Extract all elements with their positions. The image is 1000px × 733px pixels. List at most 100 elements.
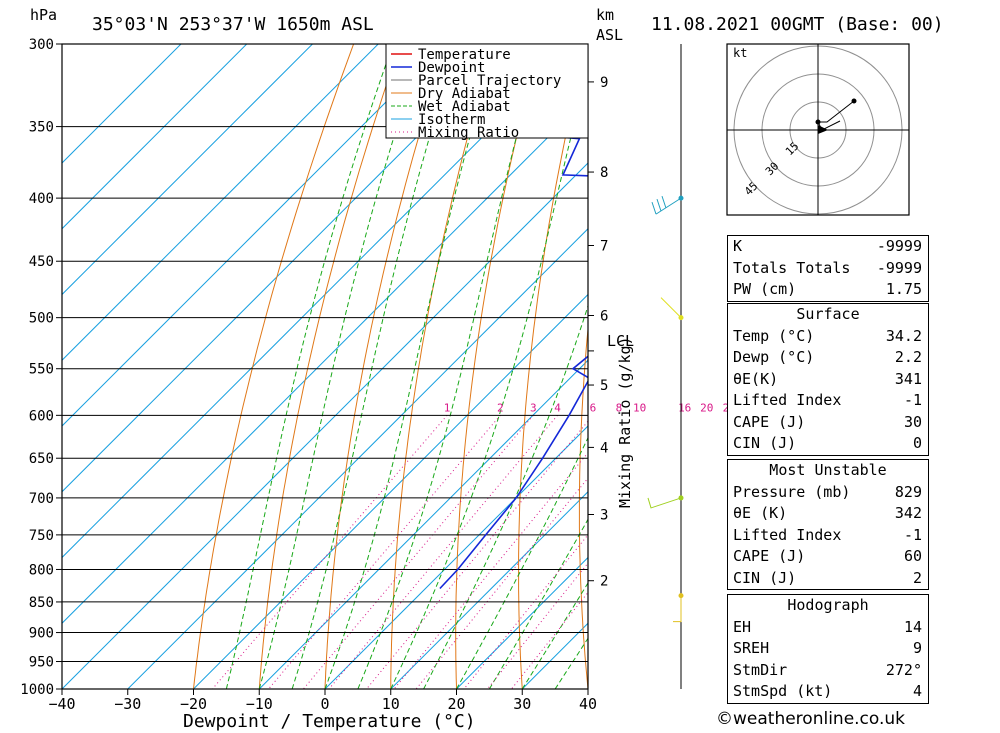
pressure-tick-label: 450 <box>29 254 54 270</box>
pressure-tick-label: 950 <box>29 655 54 671</box>
isotherm-line <box>456 556 588 689</box>
temperature-tick-label: −40 <box>48 695 75 713</box>
surface-temp-row: Temp (°C) 34.2 <box>728 326 928 348</box>
legend-parcel: Parcel Trajectory <box>418 73 561 89</box>
wet-adiabat-line <box>423 304 588 689</box>
sreh-row: SREH 9 <box>728 638 928 660</box>
stmdir-value: 272° <box>885 660 922 679</box>
wind-barb-shaft <box>660 297 682 319</box>
temperature-tick-label: −20 <box>180 695 207 713</box>
mu-theta-row: θE (K) 342 <box>728 503 928 525</box>
wind-barb <box>647 495 684 509</box>
dry-adiabat-line <box>258 44 401 689</box>
wind-barb-shaft <box>647 497 682 509</box>
wind-barb-shaft <box>651 195 682 215</box>
stmspd-label: StmSpd (kt) <box>733 682 833 700</box>
surface-theta-value: 341 <box>894 369 922 388</box>
k-index-row: K -9999 <box>728 236 928 258</box>
mu-cin-row: CIN (J) 2 <box>728 568 928 590</box>
mu-cape-label: CAPE (J) <box>733 547 806 565</box>
surface-cin-label: CIN (J) <box>733 434 797 452</box>
mixing-ratio-labels: 12346810162025 <box>444 401 736 414</box>
dry-adiabat-line <box>193 44 355 689</box>
mixing-ratio-label: 4 <box>554 401 561 414</box>
surface-title: Surface <box>796 305 860 323</box>
temperature-tick-label: −10 <box>246 695 273 713</box>
legend-box <box>385 43 589 139</box>
eh-label: EH <box>733 617 752 636</box>
mixing-ratio-line <box>328 414 558 689</box>
surface-temp-label: Temp (°C) <box>733 326 815 345</box>
temperature-tick-label: 0 <box>320 695 329 713</box>
mixing-ratio-label: 8 <box>616 401 623 414</box>
precipitable-water-value: 1.75 <box>885 280 922 298</box>
stmdir-row: StmDir 272° <box>728 660 928 682</box>
pressure-tick-label: 800 <box>29 562 54 578</box>
km-tick-label: 6 <box>600 309 608 325</box>
legend-temperature: Temperature <box>418 47 511 63</box>
mixing-ratio-line <box>303 414 534 689</box>
mixing-ratio-label: 16 <box>678 401 691 414</box>
stmspd-value: 4 <box>912 682 922 700</box>
surface-dewp-row: Dewp (°C) 2.2 <box>728 347 928 369</box>
hodograph-point-mid <box>815 119 821 125</box>
hodograph-table: Hodograph EH 14 SREH 9 StmDir 272° StmSpd (… <box>727 594 929 704</box>
temperature-tick-label: 40 <box>579 695 597 713</box>
dry-adiabat-line <box>957 44 1000 689</box>
pressure-tick-label: 850 <box>29 595 54 611</box>
storm-motion-line <box>821 120 841 131</box>
hpa-label: hPa <box>30 6 57 24</box>
hodograph-point-top <box>851 98 857 104</box>
mixing-ratio-label: 1 <box>444 401 451 414</box>
stmdir-label: StmDir <box>733 660 788 679</box>
temperature-tick-label: 20 <box>447 695 465 713</box>
isotherm-line <box>62 44 248 230</box>
sreh-value: 9 <box>912 639 922 657</box>
credit-link[interactable]: ©weatheronline.co.uk <box>716 709 906 729</box>
eh-value: 14 <box>903 617 922 636</box>
hodograph-table-title: Hodograph <box>787 596 869 614</box>
dry-adiabat-line <box>638 44 680 689</box>
pressure-tick-label: 350 <box>29 120 54 136</box>
wet-adiabat-line <box>291 44 459 689</box>
totals-totals-label: Totals Totals <box>733 258 851 277</box>
surface-cape-label: CAPE (J) <box>733 412 806 431</box>
background-lines <box>62 44 1000 689</box>
mu-cin-label: CIN (J) <box>733 568 797 587</box>
legend-wet-adiabat: Wet Adiabat <box>418 99 511 115</box>
surface-li-value: -1 <box>903 391 922 409</box>
surface-li-row: Lifted Index -1 <box>728 390 928 412</box>
mu-cape-row: CAPE (J) 60 <box>728 546 928 568</box>
pressure-tick-label: 900 <box>29 626 54 642</box>
pressure-tick-label: 500 <box>29 311 54 327</box>
asl-label: ASL <box>596 26 623 44</box>
sreh-label: SREH <box>733 639 770 657</box>
mixing-ratio-axis-label: Mixing Ratio (g/kg) <box>616 336 634 508</box>
isotherm-line <box>390 491 588 689</box>
wind-barb-shaft <box>673 595 682 623</box>
datetime-title: 11.08.2021 00GMT (Base: 00) <box>651 14 944 35</box>
isotherm-line <box>324 425 588 689</box>
pressure-tick-label: 650 <box>29 451 54 467</box>
stmspd-row: StmSpd (kt) 4 <box>728 681 928 703</box>
k-index-value: -9999 <box>876 237 922 255</box>
surface-dewp-label: Dewp (°C) <box>733 348 815 366</box>
mixing-ratio-label: 20 <box>700 401 713 414</box>
mu-theta-value: 342 <box>894 504 922 522</box>
mixing-ratio-line <box>463 533 588 689</box>
precipitable-water-row: PW (cm) 1.75 <box>728 279 928 301</box>
km-tick-label: 9 <box>600 75 608 91</box>
isotherm-line <box>62 44 182 164</box>
mixing-ratio-label: 10 <box>633 401 646 414</box>
mu-theta-label: θE (K) <box>733 504 788 522</box>
km-tick-label: 7 <box>600 239 608 255</box>
most-unstable-table: Most Unstable Pressure (mb) 829 θE (K) 342… <box>727 459 929 590</box>
surface-cin-row: CIN (J) 0 <box>728 433 928 455</box>
pressure-tick-label: 1000 <box>20 682 54 698</box>
isotherm-line <box>127 228 588 689</box>
mu-li-label: Lifted Index <box>733 525 842 544</box>
pressure-tick-label: 550 <box>29 362 54 378</box>
precipitable-water-label: PW (cm) <box>733 280 797 298</box>
mu-pressure-label: Pressure (mb) <box>733 482 851 501</box>
